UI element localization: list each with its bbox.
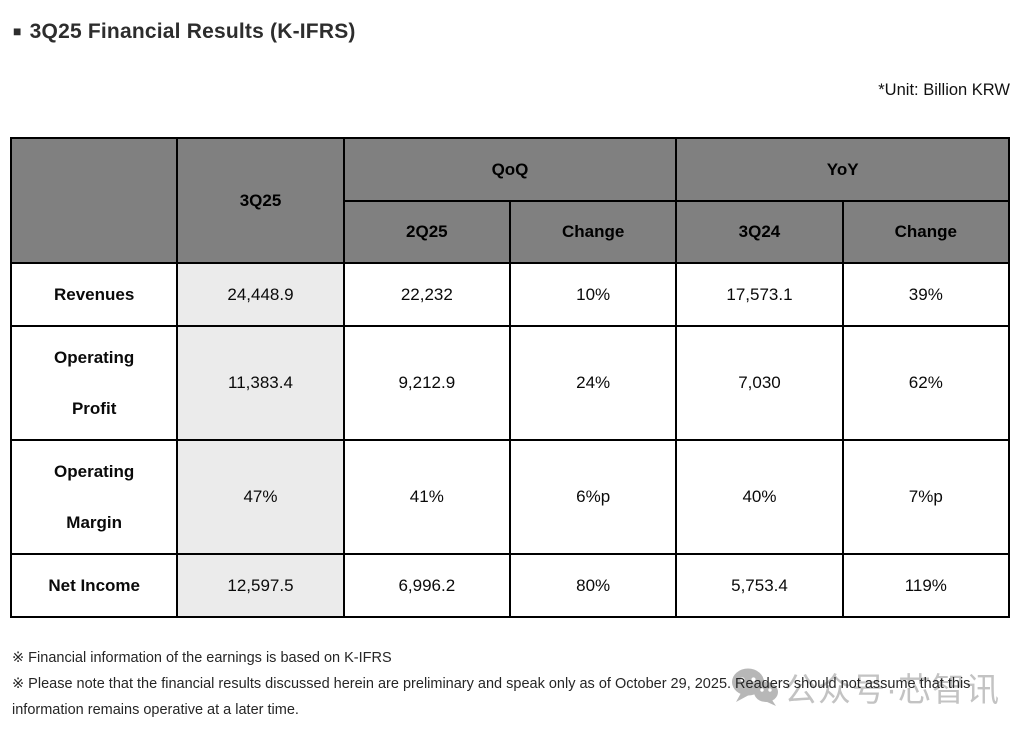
col-group-qoq: QoQ [342,137,678,202]
page-title-text: 3Q25 Financial Results (K-IFRS) [29,20,356,43]
net-income-qoq-change: 80% [508,553,678,618]
table-row-operating-profit: Operating Profit 11,383.4 9,212.9 24% 7,… [9,325,1011,441]
col-header-3q25: 3Q25 [176,137,345,264]
operating-profit-qoq-change: 24% [508,325,678,441]
col-group-yoy: YoY [675,137,1010,202]
footnote-preliminary: ※ Please note that the financial results… [12,676,971,718]
col-header-3q24: 3Q24 [675,200,844,264]
net-income-3q25-value: 12,597.5 [176,553,345,618]
net-income-2q25-value: 6,996.2 [342,553,511,618]
header-row-sub: 2Q25 Change 3Q24 Change [11,200,1011,264]
revenues-3q25-value: 24,448.9 [176,262,345,327]
col-header-2q25: 2Q25 [342,200,511,264]
operating-profit-3q24-value: 7,030 [675,325,844,441]
net-income-3q24-value: 5,753.4 [675,553,844,618]
row-label-net-income: Net Income [9,553,179,618]
table-row-revenues: Revenues 24,448.9 22,232 10% 17,573.1 39… [9,262,1011,327]
revenues-3q24-value: 17,573.1 [675,262,844,327]
footnote-kifrs: ※ Financial information of the earnings … [12,650,392,666]
row-label-operating-profit: Operating Profit [9,325,179,441]
table-row-net-income: Net Income 12,597.5 6,996.2 80% 5,753.4 … [9,553,1011,618]
row-label-revenues: Revenues [9,262,179,327]
operating-margin-qoq-change: 6%p [508,439,678,555]
header-row-groups: 3Q25 QoQ YoY [9,137,1010,264]
operating-margin-3q24-value: 40% [675,439,844,555]
operating-profit-2q25-value: 9,212.9 [342,325,511,441]
operating-margin-yoy-change: 7%p [841,439,1011,555]
operating-margin-3q25-value: 47% [176,439,345,555]
row-label-operating-margin: Operating Margin [9,439,179,555]
corner-blank-cell [9,137,179,264]
operating-profit-3q25-value: 11,383.4 [176,325,345,441]
unit-note: *Unit: Billion KRW [878,81,1010,99]
revenues-yoy-change: 39% [841,262,1011,327]
revenues-qoq-change: 10% [508,262,678,327]
operating-profit-yoy-change: 62% [841,325,1011,441]
col-header-qoq-change: Change [508,200,678,264]
operating-margin-2q25-value: 41% [342,439,511,555]
financial-results-table: 3Q25 QoQ YoY 2Q25 Change 3Q24 Change Rev… [9,137,1011,618]
title-bullet-icon: ■ [13,23,22,39]
net-income-yoy-change: 119% [841,553,1011,618]
table-row-operating-margin: Operating Margin 47% 41% 6%p 40% 7%p [9,439,1011,555]
col-header-yoy-change: Change [841,200,1011,264]
page-title: ■ 3Q25 Financial Results (K-IFRS) [13,20,356,44]
revenues-2q25-value: 22,232 [342,262,511,327]
footnotes: ※ Financial information of the earnings … [12,645,1012,723]
